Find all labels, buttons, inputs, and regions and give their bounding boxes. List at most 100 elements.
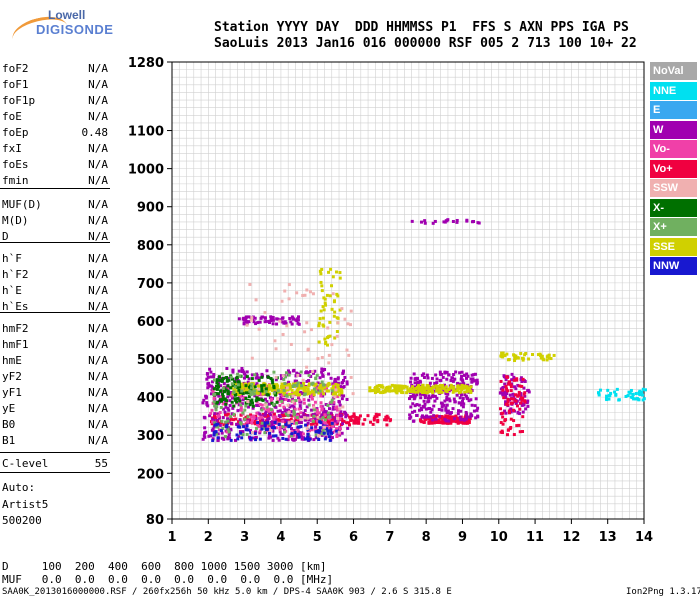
echo-point <box>313 428 317 432</box>
echo-point <box>269 319 273 323</box>
echo-point <box>331 418 335 422</box>
echo-point <box>425 415 429 419</box>
echo-point <box>447 419 451 423</box>
echo-point <box>509 397 513 401</box>
echo-point <box>607 397 611 401</box>
echo-point <box>258 385 262 389</box>
echo-point <box>329 438 333 442</box>
echo-point <box>258 431 262 435</box>
echo-point <box>315 420 319 424</box>
echo-point <box>204 430 208 434</box>
legend-item-w: W <box>650 120 697 139</box>
echo-point <box>500 351 504 355</box>
echo-point <box>524 407 528 411</box>
echo-point <box>320 391 324 395</box>
echo-point <box>266 393 270 397</box>
echo-point <box>604 397 608 401</box>
echo-point <box>306 432 310 436</box>
echo-point <box>319 272 323 276</box>
echo-point <box>446 387 450 391</box>
echo-point <box>231 392 235 396</box>
echo-point <box>281 374 285 378</box>
echo-point <box>205 401 209 405</box>
echo-point <box>444 408 448 412</box>
echo-point <box>354 417 358 421</box>
echo-point <box>518 407 522 411</box>
echo-point <box>469 389 473 393</box>
echo-point <box>243 385 247 389</box>
echo-point <box>446 218 450 222</box>
echo-point <box>627 390 631 394</box>
echo-point <box>380 384 384 388</box>
echo-point <box>260 424 264 428</box>
echo-point <box>273 405 277 409</box>
echo-point <box>501 393 505 397</box>
echo-point <box>295 390 299 394</box>
echo-point <box>236 409 240 413</box>
echo-point <box>261 392 265 396</box>
echo-point <box>340 307 344 311</box>
echo-point <box>387 385 391 389</box>
echo-point <box>296 413 300 417</box>
echo-point <box>292 410 296 414</box>
echo-point <box>512 397 516 401</box>
echo-point <box>226 419 230 423</box>
echo-point <box>260 388 264 392</box>
echo-point <box>263 424 267 428</box>
echo-point <box>301 384 305 388</box>
param-value: N/A <box>88 62 108 75</box>
echo-point <box>216 425 220 429</box>
echo-point <box>241 391 245 395</box>
echo-point <box>250 421 254 425</box>
echo-point <box>308 290 312 294</box>
echo-point <box>317 340 321 344</box>
echo-point <box>325 387 329 391</box>
echo-point <box>297 435 301 439</box>
echo-point <box>465 421 469 425</box>
echo-point <box>326 411 330 415</box>
echo-point <box>373 391 377 395</box>
echo-point <box>284 418 288 422</box>
echo-point <box>288 423 292 427</box>
echo-point <box>465 219 469 223</box>
echo-point <box>228 404 232 408</box>
echo-point <box>519 351 523 355</box>
echo-point <box>331 292 335 296</box>
echo-point <box>254 399 258 403</box>
echo-point <box>276 317 280 321</box>
echo-point <box>455 389 459 393</box>
echo-point <box>408 389 412 393</box>
echo-point <box>438 388 442 392</box>
echo-point <box>430 421 434 425</box>
echo-point <box>217 416 221 420</box>
echo-point <box>420 388 424 392</box>
echo-point <box>269 421 273 425</box>
echo-point <box>224 429 228 433</box>
echo-point <box>426 415 430 419</box>
echo-point <box>226 395 230 399</box>
param-row-fof1: foF1 N/A <box>2 78 108 92</box>
echo-point <box>299 434 303 438</box>
echo-point <box>281 419 285 423</box>
echo-point <box>425 391 429 395</box>
echo-point <box>270 408 274 412</box>
echo-point <box>446 420 450 424</box>
echo-point <box>230 394 234 398</box>
echo-point <box>259 414 263 418</box>
echo-point <box>227 378 231 382</box>
echo-point <box>435 419 439 423</box>
echo-point <box>514 393 518 397</box>
echo-point <box>373 386 377 390</box>
echo-point <box>239 431 243 435</box>
echo-point <box>258 429 262 433</box>
echo-point <box>435 389 439 393</box>
echo-point <box>269 413 273 417</box>
echo-point <box>292 385 296 389</box>
echo-point <box>219 429 223 433</box>
echo-point <box>499 379 503 383</box>
echo-point <box>275 322 279 326</box>
echo-point <box>430 386 434 390</box>
echo-point <box>257 398 261 402</box>
echo-point <box>246 383 250 387</box>
echo-point <box>251 391 255 395</box>
